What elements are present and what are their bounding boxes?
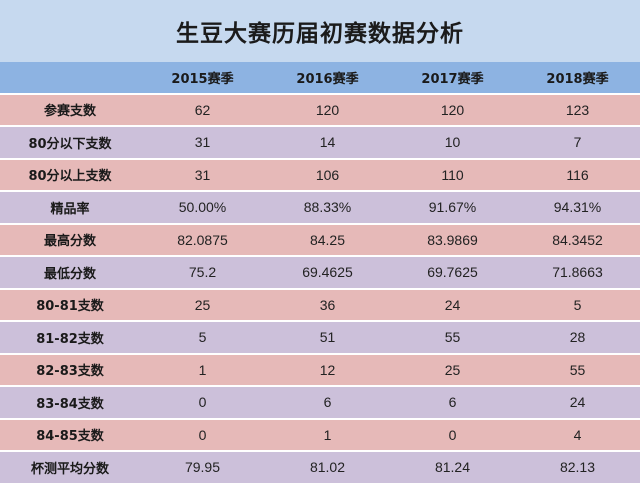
table-cell: 0 [140, 419, 265, 452]
table-cell: 84.3452 [515, 224, 640, 257]
title-bar: 生豆大赛历届初赛数据分析 [0, 0, 640, 62]
header-row: 2015赛季 2016赛季 2017赛季 2018赛季 [0, 62, 640, 95]
table-row: 精品率 50.00% 88.33% 91.67% 94.31% [0, 192, 640, 225]
row-label: 80分以上支数 [0, 159, 140, 192]
row-label: 80-81支数 [0, 289, 140, 322]
table-row: 82-83支数 1 12 25 55 [0, 354, 640, 387]
row-label: 80分以下支数 [0, 127, 140, 160]
table-cell: 51 [265, 322, 390, 355]
table-row: 参赛支数 62 120 120 123 [0, 94, 640, 127]
column-header-2016: 2016赛季 [265, 62, 390, 95]
table-cell: 110 [390, 159, 515, 192]
column-header-2017: 2017赛季 [390, 62, 515, 95]
table-cell: 81.02 [265, 452, 390, 485]
table-cell: 14 [265, 127, 390, 160]
row-label: 83-84支数 [0, 387, 140, 420]
corner-cell [0, 62, 140, 95]
table-cell: 55 [515, 354, 640, 387]
table-cell: 31 [140, 127, 265, 160]
table-cell: 6 [390, 387, 515, 420]
table-cell: 36 [265, 289, 390, 322]
table-row: 最低分数 75.2 69.4625 69.7625 71.8663 [0, 257, 640, 290]
row-label: 杯测平均分数 [0, 452, 140, 485]
table-cell: 88.33% [265, 192, 390, 225]
table-cell: 0 [390, 419, 515, 452]
data-table: 2015赛季 2016赛季 2017赛季 2018赛季 参赛支数 62 120 120… [0, 62, 640, 485]
table-cell: 5 [515, 289, 640, 322]
table-cell: 120 [265, 94, 390, 127]
table-cell: 55 [390, 322, 515, 355]
table-row: 杯测平均分数 79.95 81.02 81.24 82.13 [0, 452, 640, 485]
table-cell: 82.0875 [140, 224, 265, 257]
table-cell: 28 [515, 322, 640, 355]
table-cell: 7 [515, 127, 640, 160]
table-cell: 25 [390, 354, 515, 387]
column-header-2018: 2018赛季 [515, 62, 640, 95]
table-cell: 6 [265, 387, 390, 420]
table-cell: 82.13 [515, 452, 640, 485]
table-row: 80分以上支数 31 106 110 116 [0, 159, 640, 192]
table-cell: 62 [140, 94, 265, 127]
table-cell: 0 [140, 387, 265, 420]
table-cell: 123 [515, 94, 640, 127]
table-cell: 5 [140, 322, 265, 355]
table-cell: 50.00% [140, 192, 265, 225]
table-cell: 71.8663 [515, 257, 640, 290]
table-cell: 24 [390, 289, 515, 322]
row-label: 参赛支数 [0, 94, 140, 127]
row-label: 82-83支数 [0, 354, 140, 387]
table-cell: 83.9869 [390, 224, 515, 257]
table-cell: 116 [515, 159, 640, 192]
table-row: 83-84支数 0 6 6 24 [0, 387, 640, 420]
table-cell: 94.31% [515, 192, 640, 225]
column-header-2015: 2015赛季 [140, 62, 265, 95]
table-cell: 1 [265, 419, 390, 452]
table-row: 最高分数 82.0875 84.25 83.9869 84.3452 [0, 224, 640, 257]
table-cell: 79.95 [140, 452, 265, 485]
table-row: 84-85支数 0 1 0 4 [0, 419, 640, 452]
table-row: 81-82支数 5 51 55 28 [0, 322, 640, 355]
row-label: 84-85支数 [0, 419, 140, 452]
table-cell: 25 [140, 289, 265, 322]
table-title: 生豆大赛历届初赛数据分析 [176, 21, 464, 47]
table-cell: 12 [265, 354, 390, 387]
table-cell: 91.67% [390, 192, 515, 225]
table-cell: 75.2 [140, 257, 265, 290]
table-cell: 1 [140, 354, 265, 387]
row-label: 最低分数 [0, 257, 140, 290]
table-row: 80分以下支数 31 14 10 7 [0, 127, 640, 160]
table-cell: 4 [515, 419, 640, 452]
table-cell: 10 [390, 127, 515, 160]
table-cell: 69.7625 [390, 257, 515, 290]
table-row: 80-81支数 25 36 24 5 [0, 289, 640, 322]
table-cell: 69.4625 [265, 257, 390, 290]
table-cell: 81.24 [390, 452, 515, 485]
row-label: 81-82支数 [0, 322, 140, 355]
table-cell: 31 [140, 159, 265, 192]
row-label: 精品率 [0, 192, 140, 225]
row-label: 最高分数 [0, 224, 140, 257]
table-cell: 106 [265, 159, 390, 192]
table-cell: 24 [515, 387, 640, 420]
table-cell: 120 [390, 94, 515, 127]
table-cell: 84.25 [265, 224, 390, 257]
